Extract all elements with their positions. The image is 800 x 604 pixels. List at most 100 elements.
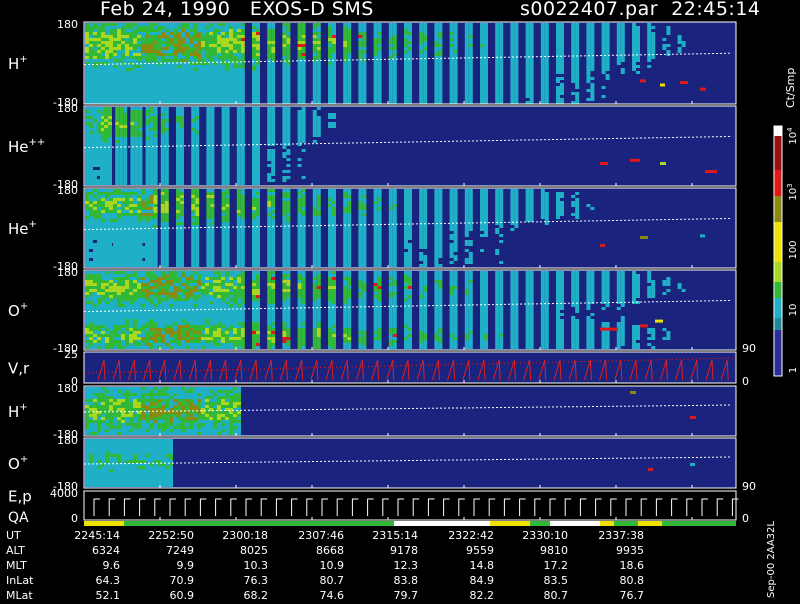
species-label: V,r <box>8 360 30 378</box>
plot-file-time: s0022407.par 22:45:14 <box>520 0 761 20</box>
axis-top-label: 180 <box>57 382 78 395</box>
table-cell: 9.9 <box>134 559 194 572</box>
table-row: ALT 6324 7249 8025 8668 9178 9559 9810 9935 <box>0 544 800 559</box>
axis-top-label: 180 <box>57 434 78 447</box>
table-cell: 2252:50 <box>134 529 194 542</box>
table-row: InLat 64.3 70.9 76.3 80.7 83.8 84.9 83.5 80.8 <box>0 574 800 589</box>
qa-label: QA <box>8 510 29 526</box>
title-instrument: EXOS-D SMS <box>250 0 374 20</box>
footer-code: Sep-00 2AA32L <box>766 521 777 598</box>
table-cell: 79.7 <box>358 589 418 602</box>
panel-ep <box>84 491 738 526</box>
panel-o-plus <box>84 270 736 350</box>
right-axis-label: 0 <box>742 375 749 388</box>
panel-h-plus <box>84 22 736 104</box>
table-cell: 18.6 <box>584 559 644 572</box>
species-label: H+ <box>8 54 28 73</box>
colorbar-tick-label: 104 <box>786 127 799 145</box>
colorbar-tick-label: 10 <box>788 304 799 317</box>
table-cell: 8025 <box>208 544 268 557</box>
panels-layer <box>84 22 738 526</box>
table-cell: 52.1 <box>60 589 120 602</box>
title-date: Feb 24, 1990 <box>100 0 230 20</box>
table-cell: 14.8 <box>434 559 494 572</box>
table-cell: 83.5 <box>508 574 568 587</box>
table-cell: 2307:46 <box>284 529 344 542</box>
table-cell: 60.9 <box>134 589 194 602</box>
table-cell: 70.9 <box>134 574 194 587</box>
axis-top-label: 180 <box>57 184 78 197</box>
row-label: ALT <box>6 544 25 557</box>
row-label: MLT <box>6 559 27 572</box>
table-cell: 76.7 <box>584 589 644 602</box>
table-cell: 10.3 <box>208 559 268 572</box>
row-label: InLat <box>6 574 33 587</box>
table-cell: 2315:14 <box>358 529 418 542</box>
table-cell: 9810 <box>508 544 568 557</box>
colorbar-tick-label: 103 <box>786 183 799 200</box>
table-cell: 9559 <box>434 544 494 557</box>
panel-background <box>84 352 736 383</box>
species-label: O+ <box>8 454 28 473</box>
table-cell: 74.6 <box>284 589 344 602</box>
species-label: He+ <box>8 219 37 238</box>
table-cell: 10.9 <box>284 559 344 572</box>
colorbar-tick-label: 100 <box>788 240 799 259</box>
panel-h-plus-2 <box>84 386 736 436</box>
panel-o-plus-2 <box>84 438 736 488</box>
table-cell: 82.2 <box>434 589 494 602</box>
title-time: 22:45:14 <box>671 0 760 20</box>
species-label: He++ <box>8 137 45 156</box>
panel-vr <box>84 352 736 383</box>
table-cell: 76.3 <box>208 574 268 587</box>
table-cell: 9178 <box>358 544 418 557</box>
colorbar-unit-text: Ct/Smp <box>784 68 797 108</box>
panel-he-pp <box>84 106 736 186</box>
orbit-table: UT 2245:14 2252:50 2300:18 2307:46 2315:14 232… <box>0 529 800 604</box>
table-cell: 12.3 <box>358 559 418 572</box>
table-cell: 80.8 <box>584 574 644 587</box>
table-cell: 83.8 <box>358 574 418 587</box>
right-axis-label: 90 <box>742 342 756 355</box>
table-cell: 80.7 <box>508 589 568 602</box>
table-row: MLat 52.1 60.9 68.2 74.6 79.7 82.2 80.7 76.7 <box>0 589 800 604</box>
table-cell: 9.6 <box>60 559 120 572</box>
table-cell: 2322:42 <box>434 529 494 542</box>
axis-top-label: 25 <box>64 348 78 361</box>
table-cell: 68.2 <box>208 589 268 602</box>
table-row: UT 2245:14 2252:50 2300:18 2307:46 2315:14 232… <box>0 529 800 544</box>
table-row: MLT 9.6 9.9 10.3 10.9 12.3 14.8 17.2 18.6 <box>0 559 800 574</box>
row-label: MLat <box>6 589 33 602</box>
axis-top-label: 180 <box>57 102 78 115</box>
table-cell: 2300:18 <box>208 529 268 542</box>
right-axis-label: 90 <box>742 480 756 493</box>
panel-background <box>84 491 736 520</box>
table-cell: 2337:38 <box>584 529 644 542</box>
table-cell: 80.7 <box>284 574 344 587</box>
table-cell: 2245:14 <box>60 529 120 542</box>
panel-he-plus <box>84 188 736 268</box>
colorbar-unit: Ct/Smp <box>784 68 797 108</box>
row-label: UT <box>6 529 21 542</box>
footer-code-text: Sep-00 2AA32L <box>766 521 777 598</box>
axis-top-label: 180 <box>57 266 78 279</box>
right-axis-label: 0 <box>742 512 749 525</box>
table-cell: 8668 <box>284 544 344 557</box>
plot-title: Feb 24, 1990 EXOS-D SMS <box>100 0 374 20</box>
table-cell: 9935 <box>584 544 644 557</box>
axis-bottom-label: 0 <box>71 512 78 525</box>
colorbar: 104 103 100 10 1 <box>774 126 799 376</box>
species-label: O+ <box>8 301 28 320</box>
axis-top-label: 4000 <box>50 487 78 500</box>
species-label: H+ <box>8 402 28 421</box>
axis-top-label: 180 <box>57 18 78 31</box>
table-cell: 64.3 <box>60 574 120 587</box>
colorbar-tick-label: 1 <box>788 367 799 373</box>
table-cell: 2330:10 <box>508 529 568 542</box>
table-cell: 84.9 <box>434 574 494 587</box>
table-cell: 6324 <box>60 544 120 557</box>
table-cell: 17.2 <box>508 559 568 572</box>
species-label: E,p <box>8 488 32 506</box>
table-cell: 7249 <box>134 544 194 557</box>
